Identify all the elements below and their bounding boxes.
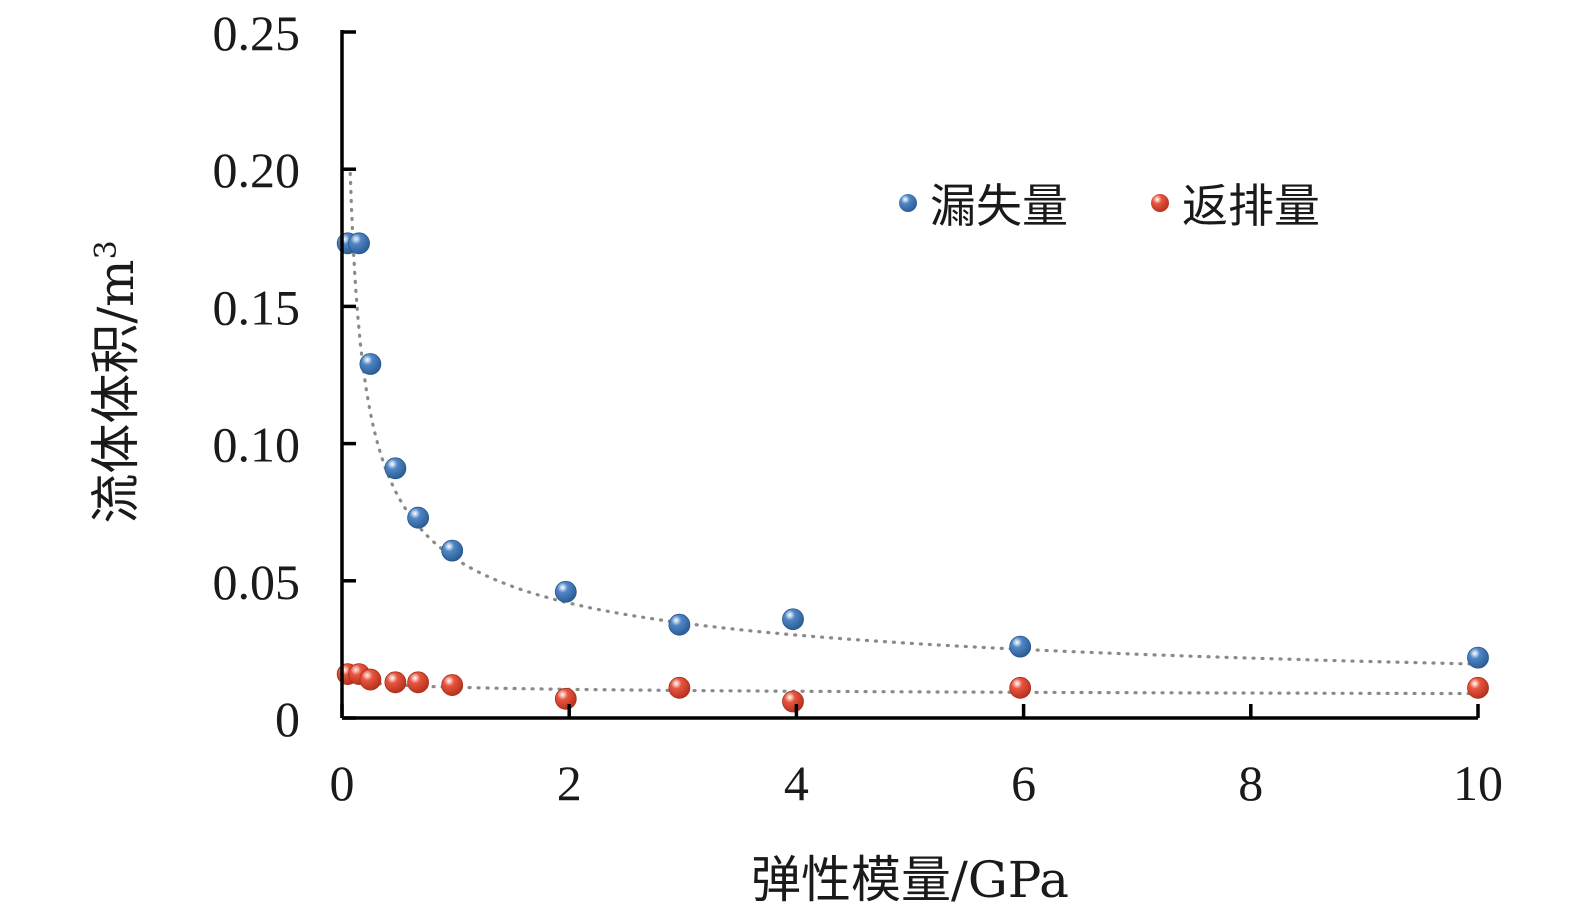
trendline-layer <box>343 167 1480 696</box>
x-tick-label: 6 <box>1011 755 1036 811</box>
data-point-series-0 <box>441 539 464 562</box>
legend-label-leakage: 漏失量 <box>930 179 1068 233</box>
legend-label-flowback: 返排量 <box>1182 179 1320 233</box>
y-axis-ticks: 0 0.05 0.10 0.15 0.20 0.25 <box>213 5 356 747</box>
data-point-series-1 <box>554 687 577 710</box>
data-point-series-1 <box>1467 676 1489 699</box>
data-point-series-0 <box>1009 635 1032 658</box>
y-tick-label: 0.10 <box>213 417 301 473</box>
data-point-series-1 <box>384 671 407 694</box>
data-point-series-1 <box>782 690 804 713</box>
data-point-series-0 <box>348 232 370 255</box>
data-point-series-1 <box>407 671 430 694</box>
data-point-series-0 <box>359 353 382 375</box>
y-axis-title: 流体体积/m3 <box>87 240 145 523</box>
data-point-series-0 <box>668 613 691 636</box>
legend-item-flowback: 返排量 <box>1151 179 1320 233</box>
legend-marker-flowback <box>1151 194 1169 212</box>
y-axis-title-superscript: 3 <box>89 240 124 259</box>
data-point-series-1 <box>668 676 691 699</box>
data-point-series-1 <box>359 668 382 691</box>
data-point-series-0 <box>1467 646 1489 669</box>
y-tick-label: 0.20 <box>213 142 301 198</box>
legend-marker-leakage <box>899 194 917 212</box>
data-point-series-1 <box>1009 676 1032 699</box>
trendline-series-1 <box>343 672 1480 696</box>
y-tick-label: 0.05 <box>213 554 301 610</box>
x-axis-title: 弹性模量/GPa <box>751 851 1069 909</box>
x-tick-label: 8 <box>1238 755 1263 811</box>
x-tick-label: 0 <box>330 755 355 811</box>
y-tick-label: 0 <box>275 691 300 747</box>
data-point-series-1 <box>441 674 464 696</box>
data-point-series-0 <box>782 608 804 631</box>
x-tick-label: 4 <box>784 755 809 811</box>
data-point-series-0 <box>407 506 430 529</box>
legend: 漏失量 返排量 <box>899 179 1320 233</box>
data-points-layer <box>336 232 1489 713</box>
x-tick-label: 10 <box>1453 755 1503 811</box>
axes: 0 0.05 0.10 0.15 0.20 0.25 0 2 4 6 8 10 <box>213 5 1504 811</box>
x-axis-ticks: 0 2 4 6 8 10 <box>330 704 1503 811</box>
y-tick-label: 0.15 <box>213 279 301 335</box>
trendline-series-0 <box>343 167 1480 666</box>
y-tick-label: 0.25 <box>213 5 301 61</box>
y-axis-title-text: 流体体积/m <box>87 259 145 523</box>
legend-item-leakage: 漏失量 <box>899 179 1068 233</box>
x-tick-label: 2 <box>557 755 582 811</box>
data-point-series-0 <box>554 580 577 603</box>
data-point-series-0 <box>384 457 407 480</box>
